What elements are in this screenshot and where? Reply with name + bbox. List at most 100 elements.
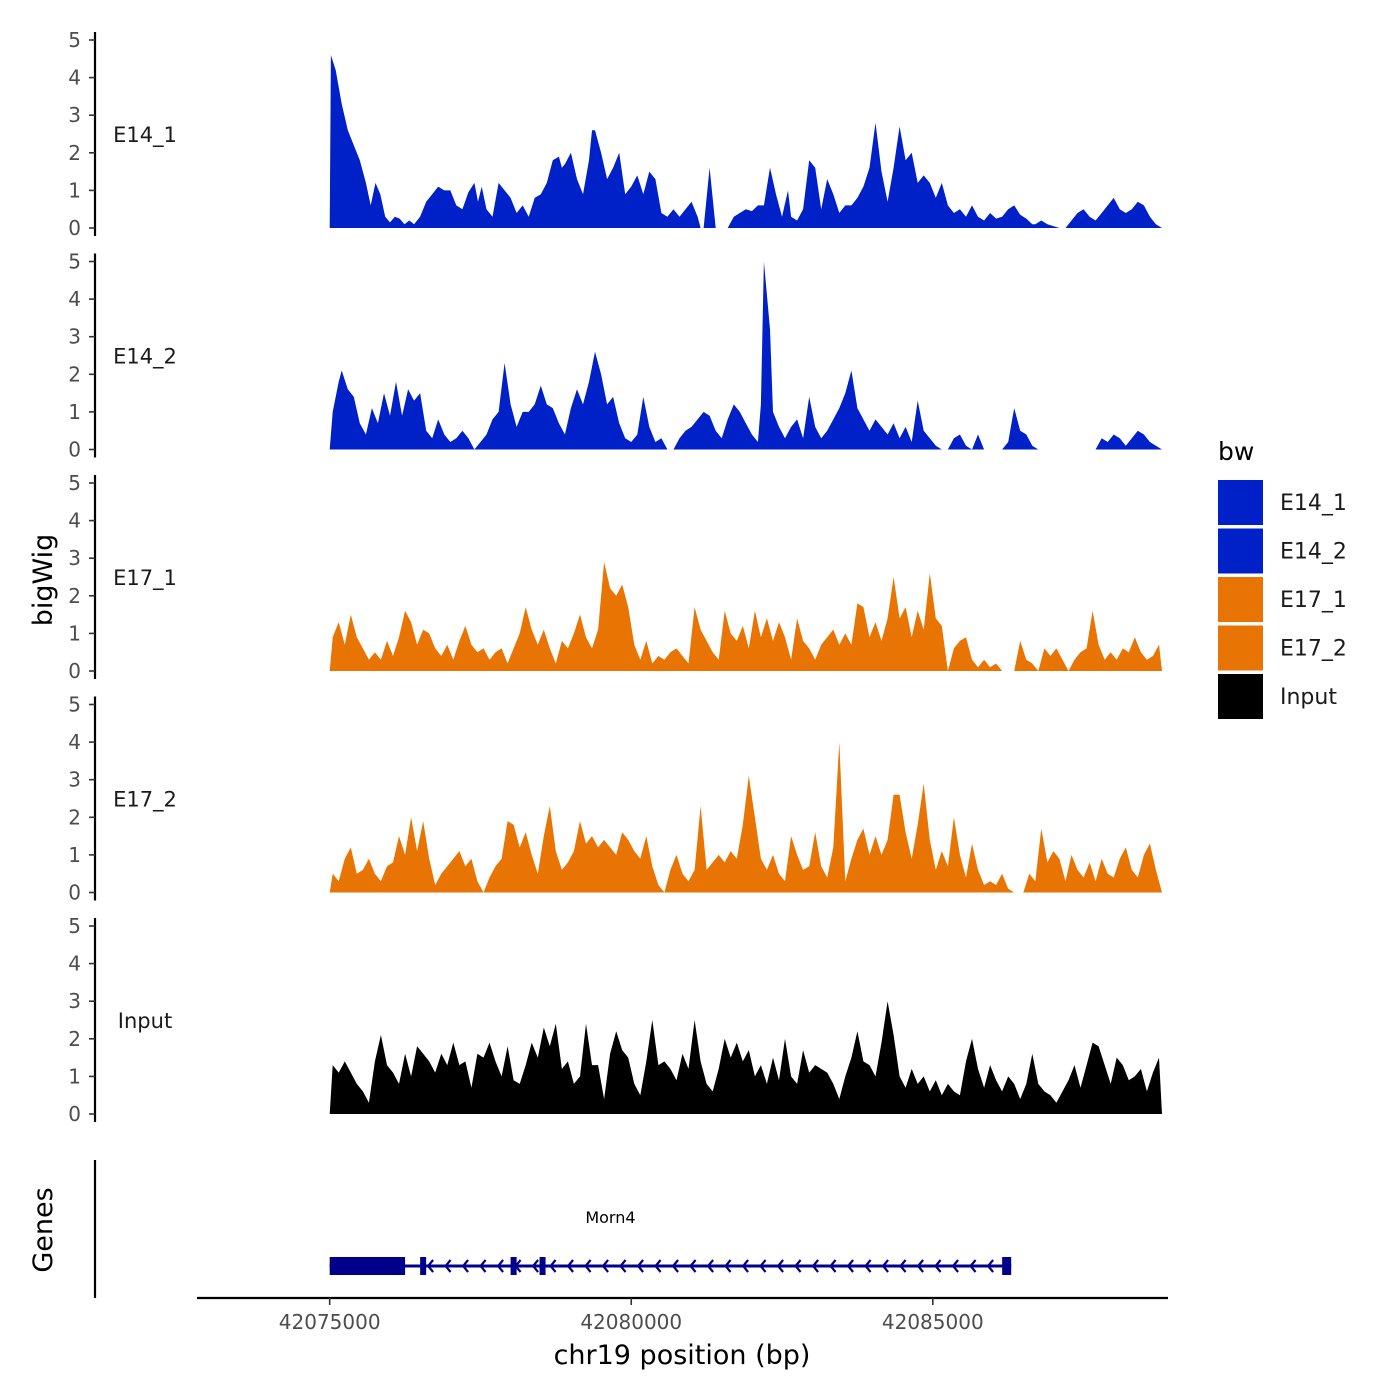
legend-key-Input [1218, 674, 1263, 719]
y-tick-label: 1 [68, 400, 81, 424]
legend-key-E17_2 [1218, 625, 1263, 671]
y-tick-label: 4 [68, 509, 81, 533]
legend-key-E14_2 [1218, 528, 1263, 574]
strand-arrow [776, 1259, 784, 1273]
y-tick-label: 3 [68, 103, 81, 127]
strand-arrow [444, 1259, 452, 1273]
y-tick-label: 2 [68, 805, 81, 829]
y-tick-label: 1 [68, 1064, 81, 1088]
legend-label-E17_1: E17_1 [1280, 588, 1347, 613]
y-tick-label: 4 [68, 952, 81, 976]
strand-arrow [706, 1259, 714, 1273]
strand-arrow [951, 1259, 959, 1273]
strand-arrow [549, 1259, 557, 1273]
y-tick-label: 4 [68, 287, 81, 311]
strand-arrow [566, 1259, 574, 1273]
strand-arrow [986, 1259, 994, 1273]
strand-arrow [916, 1259, 924, 1273]
gene-exon [329, 1257, 406, 1275]
x-tick-label: 42085000 [882, 1310, 984, 1334]
strand-arrow [741, 1259, 749, 1273]
signal-area-E17_1 [329, 562, 1162, 671]
track-label-E14_1: E14_1 [113, 123, 177, 148]
legend-label-E14_1: E14_1 [1280, 491, 1347, 516]
strand-arrow [584, 1259, 592, 1273]
gene-exon [510, 1257, 517, 1275]
signal-area-E14_2 [329, 261, 1162, 450]
track-panel-E14_2: 0 1 2 3 4 5 E14_2 [68, 250, 1162, 462]
y-tick-label: 4 [68, 66, 81, 90]
y-tick-label: 2 [68, 141, 81, 165]
track-panels: 0 1 2 3 4 5 E14_1 0 1 2 3 4 5 E14_2 0 1 2 3 4 5 E17_1 0 1 2 3 4 5 E… [68, 28, 1162, 1126]
strand-arrow [846, 1259, 854, 1273]
legend-key-E14_1 [1218, 480, 1263, 525]
strand-arrow [426, 1259, 434, 1273]
strand-arrow [479, 1259, 487, 1273]
strand-arrow [531, 1259, 539, 1273]
signal-area-E14_1 [329, 55, 1162, 228]
strand-arrow [461, 1259, 469, 1273]
track-label-E14_2: E14_2 [113, 345, 177, 370]
y-tick-label: 1 [68, 178, 81, 202]
strand-arrow [759, 1259, 767, 1273]
strand-arrow [496, 1259, 504, 1273]
legend-key-E17_1 [1218, 577, 1263, 622]
strand-arrow [899, 1259, 907, 1273]
strand-arrow [934, 1259, 942, 1273]
legend-title: bw [1218, 437, 1254, 466]
x-axis: 42075000 42080000 42085000 [197, 1296, 1168, 1334]
track-panel-E17_2: 0 1 2 3 4 5 E17_2 [68, 693, 1162, 905]
y-tick-label: 5 [68, 471, 81, 495]
signal-area-E17_2 [329, 742, 1162, 893]
strand-arrow [811, 1259, 819, 1273]
genes-axis-title: Genes [28, 1187, 59, 1272]
track-panel-E17_1: 0 1 2 3 4 5 E17_1 [68, 471, 1162, 683]
y-tick-label: 3 [68, 546, 81, 570]
y-tick-label: 1 [68, 621, 81, 645]
track-panel-E14_1: 0 1 2 3 4 5 E14_1 [68, 28, 1162, 240]
track-label-E17_2: E17_2 [113, 788, 177, 813]
legend-label-Input: Input [1280, 685, 1337, 710]
gene-exon [420, 1257, 427, 1275]
y-tick-label: 1 [68, 843, 81, 867]
y-tick-label: 2 [68, 1027, 81, 1051]
strand-arrow [794, 1259, 802, 1273]
strand-arrow [829, 1259, 837, 1273]
track-label-E17_1: E17_1 [113, 566, 177, 591]
y-tick-label: 0 [68, 438, 81, 462]
y-tick-label: 5 [68, 250, 81, 274]
y-tick-label: 5 [68, 28, 81, 52]
track-label-Input: Input [118, 1009, 172, 1033]
y-axis-title: bigWig [28, 534, 59, 627]
y-tick-label: 5 [68, 693, 81, 717]
strand-arrow [636, 1259, 644, 1273]
strand-arrow [601, 1259, 609, 1273]
gene-name-label: Morn4 [585, 1208, 635, 1227]
signal-area-Input [329, 1001, 1162, 1114]
x-axis-title: chr19 position (bp) [554, 1340, 811, 1371]
legend: bw E14_1 E14_2 E17_1 E17_2 Input [1218, 437, 1347, 719]
y-tick-label: 0 [68, 659, 81, 683]
y-tick-label: 4 [68, 730, 81, 754]
y-tick-label: 3 [68, 989, 81, 1013]
strand-arrow [864, 1259, 872, 1273]
strand-arrow [881, 1259, 889, 1273]
y-tick-label: 2 [68, 362, 81, 386]
gene-exon [539, 1257, 546, 1275]
y-tick-label: 5 [68, 914, 81, 938]
y-tick-label: 0 [68, 216, 81, 240]
track-panel-Input: 0 1 2 3 4 5 Input [68, 914, 1162, 1126]
strand-arrow [689, 1259, 697, 1273]
strand-arrow [969, 1259, 977, 1273]
y-tick-label: 3 [68, 768, 81, 792]
y-tick-label: 0 [68, 1102, 81, 1126]
strand-arrow [619, 1259, 627, 1273]
legend-label-E14_2: E14_2 [1280, 540, 1347, 565]
genes-panel: Morn4 [93, 1160, 1012, 1298]
y-tick-label: 3 [68, 325, 81, 349]
x-tick-label: 42080000 [580, 1310, 682, 1334]
x-tick-label: 42075000 [279, 1310, 381, 1334]
y-tick-label: 0 [68, 881, 81, 905]
strand-arrow [654, 1259, 662, 1273]
